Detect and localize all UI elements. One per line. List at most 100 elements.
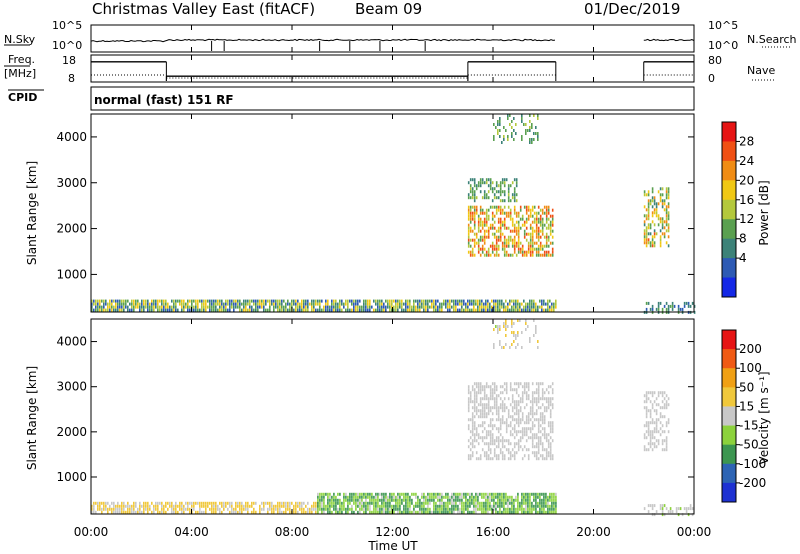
velocity-cell-2	[483, 406, 486, 410]
power-cell-4	[651, 187, 654, 191]
power-cell-0	[113, 308, 115, 312]
power-cell-0	[227, 308, 229, 312]
power-cell-0	[401, 305, 403, 309]
velocity-cell-4	[647, 409, 650, 413]
velocity-cell-1	[317, 504, 319, 508]
velocity-cell-2	[523, 388, 526, 392]
velocity-cell-0	[167, 507, 169, 511]
velocity-cell-2	[493, 397, 496, 401]
power-cell-0	[237, 302, 239, 306]
velocity-cell-2	[475, 382, 478, 386]
power-cell-1	[501, 208, 504, 212]
velocity-cell-4	[649, 391, 652, 395]
power-cell-3	[535, 132, 537, 135]
power-cell-0	[273, 302, 275, 306]
velocity-cell-2	[471, 418, 474, 422]
power-cell-0	[111, 299, 113, 303]
power-colorbar-label: Power [dB]	[757, 180, 771, 245]
velocity-cell-1	[537, 504, 539, 508]
power-cell-0	[531, 299, 533, 303]
power-cell-1	[533, 229, 536, 233]
velocity-cell-1	[555, 504, 557, 508]
velocity-cell-1	[435, 492, 437, 496]
velocity-cell-1	[335, 501, 337, 505]
power-cell-0	[547, 308, 549, 312]
velocity-cell-2	[503, 403, 506, 407]
power-cell-3	[499, 129, 501, 132]
velocity-cell-2	[539, 454, 542, 458]
velocity-cell-1	[387, 507, 389, 511]
velocity-cell-1	[481, 504, 483, 508]
velocity-cell-1	[429, 507, 431, 511]
velocity-cell-1	[547, 501, 549, 505]
velocity-cell-1	[385, 510, 387, 514]
velocity-cell-2	[471, 400, 474, 404]
freq-label: Freq.	[8, 53, 35, 66]
velocity-cell-2	[535, 454, 538, 458]
velocity-cell-1	[523, 492, 525, 496]
power-cell-1	[491, 211, 494, 215]
velocity-cell-1	[517, 504, 519, 508]
velocity-cell-2	[499, 403, 502, 407]
power-cell-0	[415, 299, 417, 303]
power-cell-0	[463, 308, 465, 312]
velocity-cell-1	[501, 495, 503, 499]
velocity-cell-1	[397, 492, 399, 496]
velocity-cell-2	[489, 448, 492, 452]
power-cell-0	[517, 305, 519, 309]
power-cell-0	[423, 305, 425, 309]
velocity-cell-1	[459, 507, 461, 511]
power-cell-0	[257, 302, 259, 306]
power-cell-1	[545, 238, 548, 242]
power-cell-0	[145, 299, 147, 303]
velocity-cell-0	[219, 510, 221, 514]
power-cell-0	[449, 299, 451, 303]
power-cell-0	[281, 302, 283, 306]
velocity-cell-0	[311, 504, 313, 508]
power-cell-0	[317, 308, 319, 312]
velocity-cell-0	[287, 504, 289, 508]
power-cell-0	[435, 308, 437, 312]
velocity-cell-1	[427, 510, 429, 514]
velocity-cell-1	[353, 495, 355, 499]
power-cell-1	[501, 232, 504, 236]
velocity-cell-0	[155, 504, 157, 508]
velocity-cell-2	[481, 406, 484, 410]
power-cell-1	[507, 238, 510, 242]
power-cell-0	[325, 305, 327, 309]
power-cell-1	[517, 244, 520, 248]
velocity-cell-1	[533, 504, 535, 508]
power-cell-2	[487, 178, 490, 182]
power-cell-0	[275, 299, 277, 303]
power-cell-0	[507, 305, 509, 309]
velocity-cell-2	[547, 403, 550, 407]
velocity-cell-1	[509, 507, 511, 511]
power-cell-5	[671, 304, 674, 308]
velocity-cell-0	[221, 510, 223, 514]
velocity-cell-0	[253, 501, 255, 505]
power-cell-0	[349, 299, 351, 303]
velocity-cell-1	[351, 498, 353, 502]
velocity-cell-5	[675, 510, 678, 514]
power-cell-0	[489, 305, 491, 309]
power-cell-0	[97, 308, 99, 312]
velocity-cell-0	[309, 510, 311, 514]
velocity-cell-2	[481, 436, 484, 440]
power-cell-1	[509, 229, 512, 233]
velocity-cell-1	[373, 495, 375, 499]
velocity-cell-0	[269, 504, 271, 508]
power-cell-0	[417, 308, 419, 312]
velocity-cell-2	[485, 436, 488, 440]
velocity-cell-2	[483, 427, 486, 431]
velocity-cell-2	[533, 424, 536, 428]
velocity-cell-1	[381, 501, 383, 505]
power-cell-1	[471, 250, 474, 254]
power-cell-0	[365, 308, 367, 312]
power-cell-0	[457, 308, 459, 312]
velocity-cell-1	[349, 492, 351, 496]
power-cell-0	[339, 308, 341, 312]
velocity-cell-0	[121, 501, 123, 505]
power-cell-0	[101, 299, 103, 303]
velocity-cell-2	[505, 427, 508, 431]
power-cell-0	[91, 299, 93, 303]
